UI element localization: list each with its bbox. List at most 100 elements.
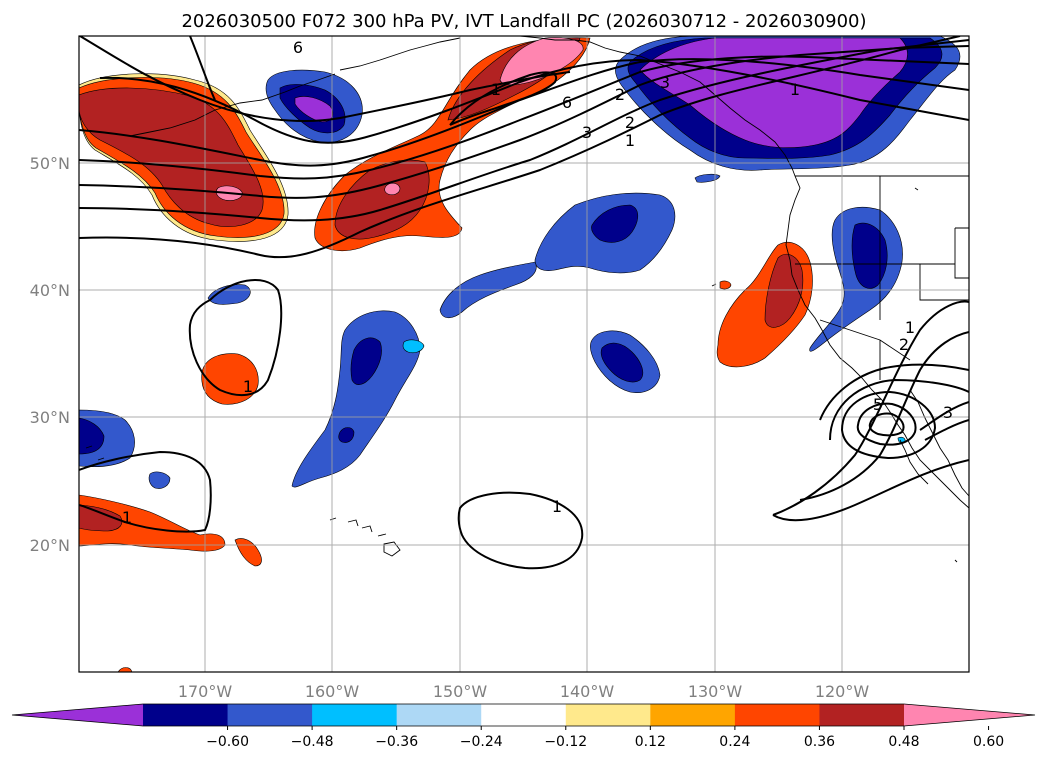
ivt-contours: [79, 36, 969, 570]
contour-outer-southeast: [772, 459, 969, 522]
colorbar-segment: [734, 704, 820, 726]
pv-negative-region-coast-small: [694, 173, 721, 183]
contour-1-ellipse-west: [188, 278, 283, 397]
colorbar-segment: [565, 704, 651, 726]
figure-title: 2026030500 F072 300 hPa PV, IVT Landfall…: [181, 11, 866, 32]
lon-label-160w: 160°W: [305, 682, 360, 701]
colorbar-tick-label: 0.24: [719, 734, 750, 750]
colorbar-tick-label: −0.60: [206, 734, 249, 750]
colorbar-segment: [396, 704, 482, 726]
contour-1-southeast: [772, 300, 969, 516]
contour-label: 1: [122, 508, 132, 527]
coastlines-layer: [85, 36, 969, 563]
contour-1-south: [457, 491, 584, 570]
pv-negative-region-160w-purple: [294, 96, 334, 123]
gridlines: [79, 36, 969, 672]
pv-positive-region-central-pink: [499, 37, 584, 86]
pv-positive-region-125w-firebrick: [764, 254, 804, 328]
contour-3-north: [79, 45, 969, 199]
contour-5-north: [79, 58, 969, 167]
contour-3-southeast-east: [919, 401, 969, 431]
colorbar-tick-label: 0.36: [804, 734, 835, 750]
contour-label: 2: [615, 85, 625, 104]
contour-label: 1: [625, 131, 635, 150]
lat-label-30n: 30°N: [30, 408, 70, 427]
contour-label: 2: [899, 335, 909, 354]
mexico-coastline: [899, 439, 929, 485]
colorbar-tick-label: −0.12: [544, 734, 587, 750]
contour-label: 1: [491, 80, 501, 99]
contour-6-southeast: [856, 402, 917, 446]
lon-label-150w: 150°W: [433, 682, 488, 701]
contour-1-north: [79, 36, 961, 259]
colorbar-outline: [11, 703, 1036, 727]
colorbar-ticks: −0.60 −0.48 −0.36 −0.24 −0.12 0.12 0.24 0.36 0.4…: [206, 726, 1004, 750]
pv-negative-region-158w-navy-small: [338, 427, 355, 443]
pv-positive-region-central-firebrick: [334, 159, 430, 240]
pv-positive-region-168w: [201, 353, 259, 405]
pv-negative-region-west-edge-navy: [79, 417, 105, 455]
contour-5-southeast: [840, 390, 937, 460]
pv-positive-region-central-pink-small: [384, 182, 401, 196]
pv-negative-region-west-small: [148, 471, 171, 489]
colorbar-segment: [650, 704, 736, 726]
contour-7-southeast: [868, 412, 905, 437]
contour-label: 3: [660, 73, 670, 92]
colorbar-extend-max: [904, 704, 1035, 726]
colorbar-segment: [312, 704, 398, 726]
contour-label: 1: [790, 80, 800, 99]
colorbar-segment: [143, 704, 229, 726]
lon-label-140w: 140°W: [560, 682, 615, 701]
pv-negative-region-158w: [291, 310, 421, 488]
colorbar-segment: [481, 704, 567, 726]
small-islands: [85, 187, 958, 563]
contour-label: 6: [562, 93, 572, 112]
pv-negative-region-158w-navy: [350, 337, 382, 385]
contour-label: 2: [625, 113, 635, 132]
lat-label-20n: 20°N: [30, 536, 70, 555]
contour-2-southeast-east: [924, 419, 969, 441]
contour-fold-nw: [189, 36, 216, 101]
us-west-coastline: [785, 175, 969, 509]
contour-label: 1: [243, 377, 253, 396]
lon-label-170w: 170°W: [178, 682, 233, 701]
pv-negative-region-136w-navy: [600, 342, 644, 383]
pv-positive-region-125w-small: [719, 280, 732, 290]
contour-label: 3: [943, 403, 953, 422]
contour-1-small-north: [449, 71, 558, 126]
pv-negative-region-140w-45n-navy: [591, 204, 639, 243]
colorbar-tick-label: −0.48: [291, 734, 334, 750]
colorbar-segment: [227, 704, 313, 726]
pv-negative-region-118w-navy: [851, 222, 888, 289]
contour-6-north: [99, 58, 969, 144]
colorbar-tick-label: −0.24: [460, 734, 503, 750]
colorbar-segments: [11, 703, 1036, 727]
contour-label: 3: [582, 123, 592, 142]
pv-negative-region-158w-cyan: [402, 339, 425, 354]
contour-2-north: [79, 39, 969, 222]
lon-label-120w: 120°W: [815, 682, 870, 701]
contour-7-north: [79, 36, 571, 122]
colorbar: −0.60 −0.48 −0.36 −0.24 −0.12 0.12 0.24 0.36 0.4…: [11, 703, 1036, 750]
lat-label-40n: 40°N: [30, 281, 70, 300]
contour-1-southwest: [79, 450, 212, 533]
contour-label: 1: [552, 497, 562, 516]
lat-label-50n: 50°N: [30, 154, 70, 173]
pv-positive-region-sw-firebrick: [79, 504, 123, 532]
colorbar-segment: [819, 704, 905, 726]
colorbar-tick-label: −0.36: [375, 734, 418, 750]
contour-labels: 6 1 6 3 2 1 3 2 1 1 1 1 1 2 5 3: [122, 38, 953, 527]
pv-fill-layer: [79, 36, 961, 672]
contour-label: 6: [293, 38, 303, 57]
colorbar-tick-label: 0.48: [888, 734, 919, 750]
map-panel: 6 1 6 3 2 1 3 2 1 1 1 1 1 2 5 3: [78, 35, 970, 673]
lon-label-130w: 130°W: [688, 682, 743, 701]
colorbar-extend-min: [12, 704, 143, 726]
map-frame: [78, 35, 970, 673]
contour-label: 5: [873, 395, 883, 414]
hawaii-islands: [329, 517, 401, 557]
contour-label: 1: [905, 318, 915, 337]
contour-4-southeast: [829, 378, 969, 441]
baja-coastline: [909, 389, 969, 497]
